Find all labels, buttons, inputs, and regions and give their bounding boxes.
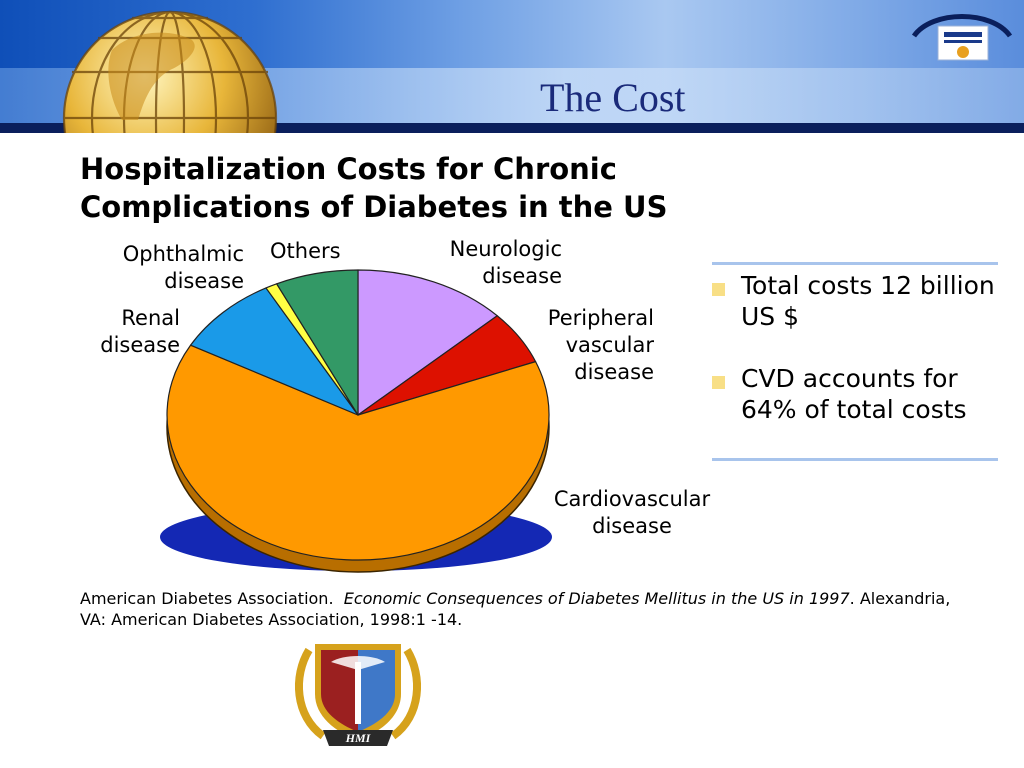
hope-logo-icon — [911, 14, 1013, 61]
bullet-square-icon — [712, 376, 725, 389]
label-ophthalmic: Ophthalmic disease — [88, 241, 244, 295]
globe-icon — [62, 10, 278, 133]
label-peripheral: Peripheral vascular disease — [500, 305, 654, 386]
info-bottom-divider — [712, 458, 998, 461]
emblem-text: HMI — [345, 731, 372, 745]
label-peripheral-line2: vascular — [565, 333, 654, 357]
label-neurologic: Neurologic disease — [400, 236, 562, 290]
label-renal: Renal disease — [72, 305, 180, 359]
label-others-line1: Others — [270, 239, 341, 263]
info-top-divider — [712, 262, 998, 265]
label-ophthalmic-line2: disease — [164, 269, 244, 293]
slide-header: The Cost — [0, 0, 1024, 133]
pie-slice-cardiovascular-disease — [166, 344, 550, 561]
pie-slice-renal-disease — [190, 287, 359, 416]
label-cardiovascular-line2: disease — [592, 514, 672, 538]
pie-slice-neurologic-disease — [357, 269, 498, 416]
label-neurologic-line1: Neurologic — [449, 237, 562, 261]
label-peripheral-line3: disease — [574, 360, 654, 384]
bullet-square-icon — [712, 283, 725, 296]
label-ophthalmic-line1: Ophthalmic — [122, 242, 244, 266]
label-cardiovascular: Cardiovascular disease — [532, 486, 732, 540]
label-renal-line2: disease — [100, 333, 180, 357]
info-bullet-cvd-text: CVD accounts for 64% of total costs — [741, 364, 967, 424]
label-others: Others — [270, 238, 341, 265]
citation: American Diabetes Association. Economic … — [80, 588, 980, 630]
header-dark-bar — [0, 123, 1024, 133]
label-renal-line1: Renal — [121, 306, 180, 330]
slide-title: The Cost — [540, 75, 686, 120]
info-box: Total costs 12 billion US $ CVD accounts… — [712, 262, 998, 462]
hmi-emblem-icon: HMI — [295, 644, 421, 746]
chart-title: Hospitalization Costs for Chronic Compli… — [80, 152, 668, 224]
pie-slice-others — [276, 269, 359, 416]
label-peripheral-line1: Peripheral — [547, 306, 654, 330]
info-bullet-total-text: Total costs 12 billion US $ — [741, 271, 995, 331]
label-cardiovascular-line1: Cardiovascular — [553, 487, 711, 511]
citation-work: Economic Consequences of Diabetes Mellit… — [343, 589, 850, 608]
label-neurologic-line2: disease — [482, 264, 562, 288]
citation-rest: . Alexandria, VA: American Diabetes Asso… — [80, 589, 951, 629]
citation-author: American Diabetes Association. — [80, 589, 334, 608]
